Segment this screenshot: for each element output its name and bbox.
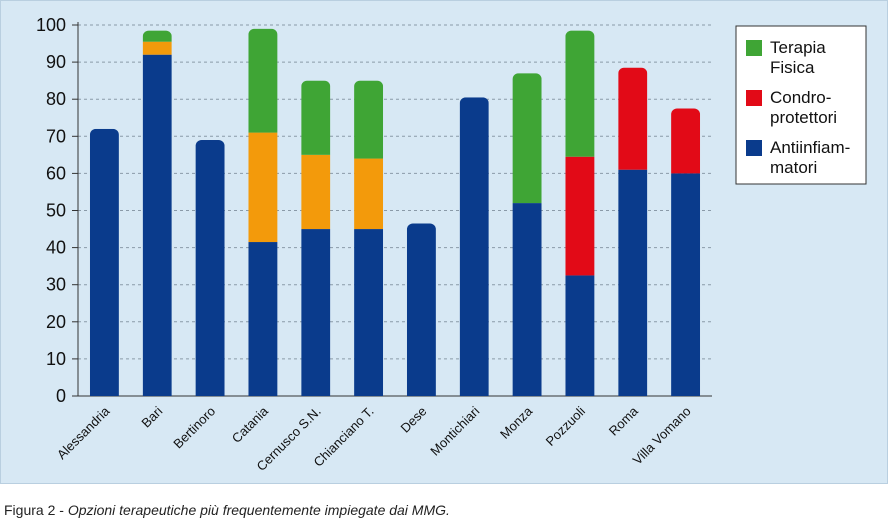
legend-label: Terapia: [770, 38, 826, 57]
figure-caption: Figura 2 - Opzioni terapeutiche più freq…: [4, 502, 450, 518]
legend-label: Fisica: [770, 58, 815, 77]
y-tick-label: 20: [46, 312, 66, 332]
legend-label: Condro-: [770, 88, 831, 107]
bar-segment: [248, 242, 278, 396]
bar-group: [618, 67, 648, 396]
bar-segment: [354, 158, 384, 230]
x-tick-label: Dese: [397, 404, 429, 436]
bar-group: [406, 223, 436, 396]
legend-label: matori: [770, 158, 817, 177]
bar-segment: [89, 128, 119, 396]
x-tick-label: Alessandria: [54, 403, 113, 462]
x-tick-label: Pozzuoli: [543, 403, 588, 448]
bar-segment: [565, 156, 595, 276]
x-tick-label: Catania: [229, 403, 272, 446]
bar-segment: [459, 97, 489, 396]
y-tick-label: 10: [46, 349, 66, 369]
bar-segment: [406, 223, 436, 396]
bar-group: [248, 28, 278, 396]
y-tick-label: 50: [46, 201, 66, 221]
y-tick-label: 0: [56, 386, 66, 406]
stacked-bar-chart: 0 10 20 30 40 50 60 70 80 90 100 Alessandria Bari Ber…: [36, 15, 867, 474]
x-tick-label: Montichiari: [427, 403, 482, 458]
bar-segment: [142, 30, 172, 42]
legend-swatch: [746, 90, 762, 106]
bar-segment: [142, 54, 172, 397]
bar-segment: [301, 154, 331, 230]
bar-group: [671, 108, 701, 396]
y-tick-label: 30: [46, 275, 66, 295]
bar-group: [512, 73, 542, 396]
bar-segment: [354, 229, 384, 396]
bar-segment: [248, 28, 278, 133]
y-tick-label: 60: [46, 163, 66, 183]
bar-segment: [354, 80, 384, 159]
bar-segment: [512, 203, 542, 396]
bar-segment: [671, 108, 701, 174]
bar-segment: [618, 67, 648, 170]
bar-segment: [301, 229, 331, 396]
bar-segment: [142, 41, 172, 55]
legend-label: protettori: [770, 108, 837, 127]
bar-segment: [301, 80, 331, 155]
caption-text: Opzioni terapeutiche più frequentemente …: [67, 502, 450, 518]
y-tick-label: 100: [36, 15, 66, 35]
bar-group: [301, 80, 331, 396]
bar-segment: [618, 169, 648, 396]
legend-swatch: [746, 40, 762, 56]
bar-segment: [671, 173, 701, 396]
bar-group: [142, 30, 172, 397]
bar-segment: [248, 132, 278, 243]
x-tick-label: Monza: [497, 403, 536, 442]
bar-segment: [565, 30, 595, 157]
bar-segment: [565, 275, 595, 396]
y-tick-label: 90: [46, 52, 66, 72]
caption-separator: -: [55, 502, 68, 518]
x-tick-label: Bari: [138, 403, 165, 430]
bar-group: [89, 128, 119, 396]
bar-segment: [512, 73, 542, 204]
bar-group: [195, 140, 225, 396]
legend-label: Antiinfiam-: [770, 138, 850, 157]
y-tick-label: 40: [46, 238, 66, 258]
bar-group: [354, 80, 384, 396]
bar-segment: [195, 140, 225, 396]
x-tick-label: Bertinoro: [170, 404, 218, 452]
y-tick-label: 70: [46, 126, 66, 146]
bar-group: [565, 30, 595, 396]
y-tick-label: 80: [46, 89, 66, 109]
legend-swatch: [746, 140, 762, 156]
caption-label: Figura 2: [4, 502, 56, 518]
bar-group: [459, 97, 489, 396]
x-tick-label: Roma: [606, 403, 642, 439]
